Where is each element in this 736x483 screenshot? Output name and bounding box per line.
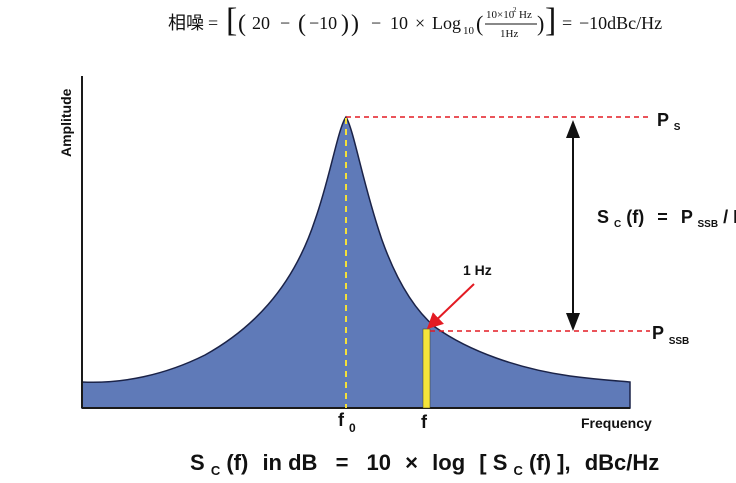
phase-noise-spectrum (81, 115, 631, 409)
caption-inner-base: S (493, 450, 508, 475)
formula-fraction-left-paren: ( (476, 11, 483, 36)
formula-left-paren: ( (238, 11, 246, 37)
formula-term-20: 20 (252, 13, 270, 33)
formula-inner-left-paren: ( (298, 11, 306, 37)
ratio-p: P (681, 207, 693, 227)
x-axis-label: Frequency (581, 415, 652, 431)
caption-equals: = (336, 450, 349, 475)
ratio-equals: = (657, 207, 668, 227)
formula-left-bracket: [ (226, 2, 237, 39)
ratio-expression: S C (f) = P SSB / P S (597, 207, 736, 231)
formula-minus-1: − (280, 13, 290, 33)
caption-in-db: in dB (262, 450, 317, 475)
formula-minus-2: − (371, 13, 381, 33)
formula-fraction-den: 1Hz (500, 28, 518, 40)
level-difference-down-arrow (566, 313, 580, 331)
ratio-slash: / (723, 207, 728, 227)
formula-log: Log (432, 13, 461, 33)
ratio-base: S (597, 207, 609, 227)
caption-num: 10 (367, 450, 391, 475)
sample-band-bar (422, 328, 431, 409)
formula-prefix: 相噪 (168, 13, 204, 33)
ratio-p2: P (733, 207, 736, 227)
formula-fraction-num-prefix: 10×10 (486, 9, 515, 21)
formula-right-paren: ) (351, 11, 359, 37)
ps-subscript: S (674, 122, 681, 133)
formula-equals: = (208, 13, 218, 33)
formula-right-bracket: ] (545, 2, 556, 39)
ratio-args: (f) (626, 207, 644, 227)
caption-inner-subscript: C (514, 463, 524, 478)
y-axis-label: Amplitude (58, 88, 74, 157)
pssb-base: P (652, 323, 664, 343)
pssb-label: P SSB (652, 323, 689, 347)
formula-fraction-num-exp: 2 (513, 6, 517, 14)
caption-units: dBc/Hz (585, 450, 660, 475)
ps-base: P (657, 110, 669, 130)
caption-bracket-open: [ (479, 450, 487, 475)
bandwidth-label: 1 Hz (463, 262, 492, 278)
formula-fraction-num-unit: Hz (519, 9, 532, 21)
caption-subscript: C (211, 463, 221, 478)
ratio-subscript: C (614, 219, 621, 230)
ps-label: P S (657, 110, 681, 133)
formula-inner-right-paren: ) (341, 11, 349, 37)
formula-term-minus-10: −10 (309, 13, 337, 33)
pssb-subscript: SSB (669, 336, 690, 347)
formula-fraction-right-paren: ) (537, 11, 544, 36)
f-label: f (421, 412, 428, 432)
formula-header: 相噪 = [ ( 20 − ( −10 ) ) − 10 × Log 10 ( … (168, 2, 662, 40)
caption-base: S (190, 450, 205, 475)
caption-inner-args: (f) (529, 450, 551, 475)
bottom-caption: S C (f) in dB = 10 × log [ S C (f) ], dB… (190, 450, 659, 480)
bandwidth-pointer-arrow (426, 283, 475, 330)
caption-bracket-close: ], (557, 450, 570, 475)
formula-equals-2: = (562, 13, 572, 33)
f0-label: f 0 (338, 410, 356, 435)
formula-times: × (415, 13, 425, 33)
level-difference-up-arrow (566, 120, 580, 138)
caption-args: (f) (226, 450, 248, 475)
formula-log-base: 10 (463, 25, 475, 37)
f0-subscript: 0 (349, 421, 356, 435)
formula-result: −10dBc/Hz (579, 13, 662, 33)
formula-term-10: 10 (390, 13, 408, 33)
caption-log: log (432, 450, 465, 475)
f0-base: f (338, 410, 345, 430)
caption-times: × (405, 450, 418, 475)
ratio-p-subscript: SSB (698, 219, 719, 230)
